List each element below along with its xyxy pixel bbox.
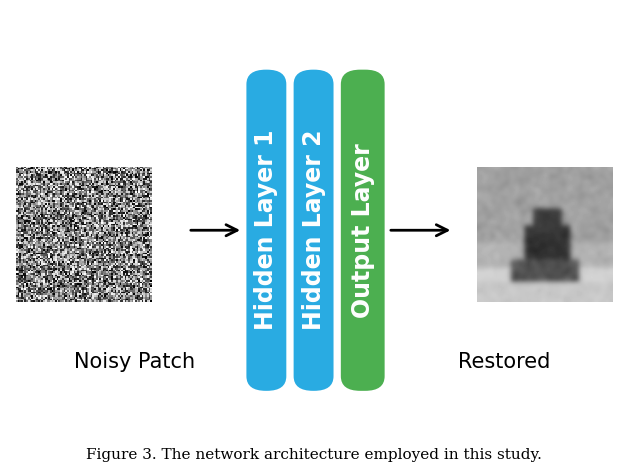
- FancyBboxPatch shape: [294, 70, 333, 391]
- Text: Output Layer: Output Layer: [350, 143, 375, 318]
- Text: Noisy Patch: Noisy Patch: [74, 352, 195, 372]
- FancyBboxPatch shape: [246, 70, 286, 391]
- FancyBboxPatch shape: [341, 70, 384, 391]
- Text: Hidden Layer 1: Hidden Layer 1: [254, 130, 278, 330]
- Text: Hidden Layer 2: Hidden Layer 2: [301, 130, 325, 330]
- Text: Figure 3. The network architecture employed in this study.: Figure 3. The network architecture emplo…: [86, 448, 542, 462]
- Text: Restored: Restored: [458, 352, 551, 372]
